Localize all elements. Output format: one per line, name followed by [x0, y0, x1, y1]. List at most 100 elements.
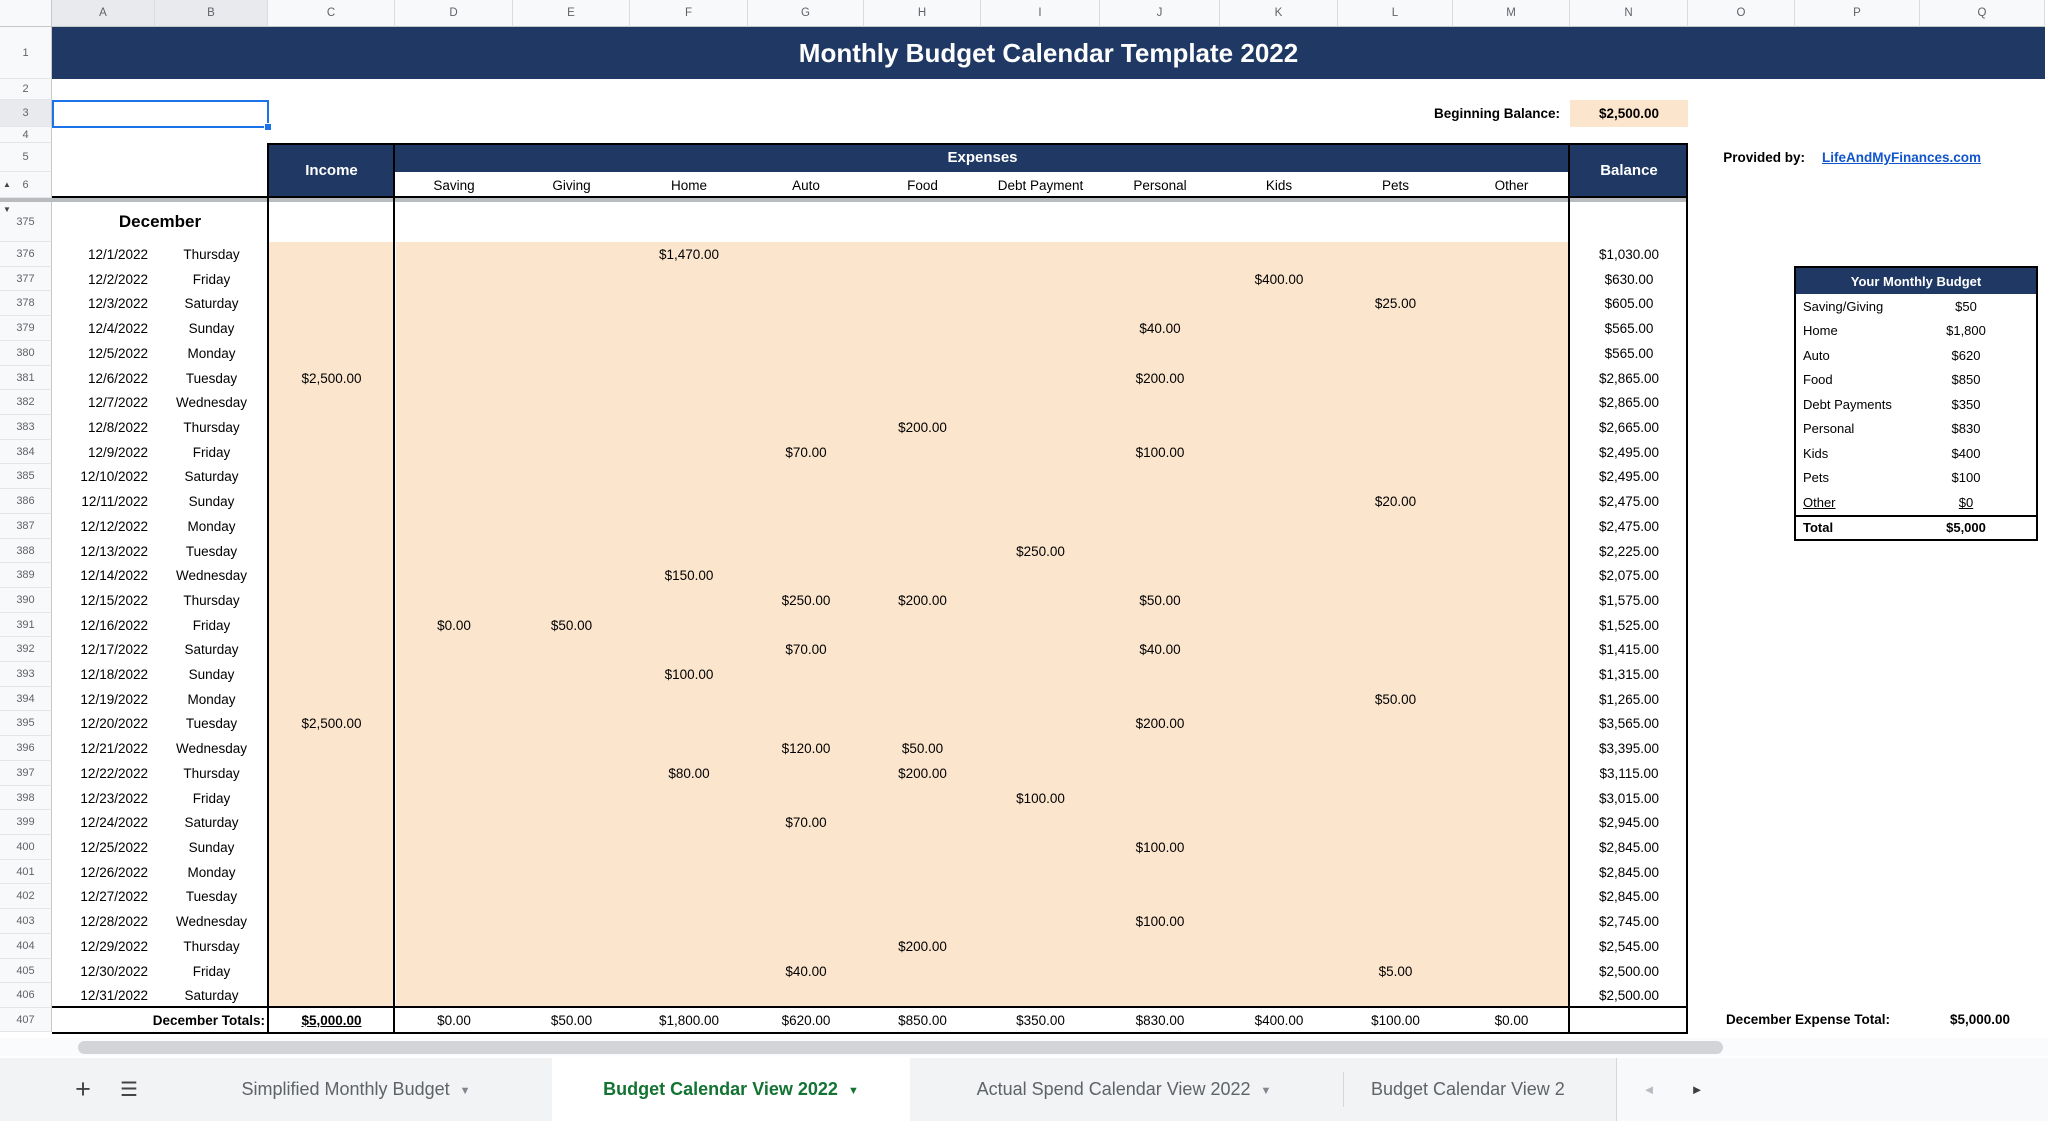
cell[interactable] — [1100, 390, 1220, 415]
cell[interactable] — [748, 909, 864, 934]
category-header-food[interactable]: Food — [864, 172, 981, 198]
cell[interactable] — [981, 563, 1100, 588]
cell[interactable] — [1338, 514, 1453, 539]
cell[interactable] — [1453, 983, 1570, 1008]
row-header-398[interactable]: 398 — [0, 786, 52, 810]
cell[interactable]: 12/25/2022 — [80, 840, 148, 855]
cell[interactable] — [1220, 736, 1338, 761]
cell[interactable]: Thursday — [183, 247, 240, 262]
row-header-5[interactable]: 5 — [0, 143, 52, 172]
cell[interactable] — [1338, 267, 1453, 291]
budget-row-other[interactable]: Other $0 — [1796, 490, 2036, 515]
cell[interactable]: 12/26/2022 — [80, 864, 148, 880]
cell[interactable]: $70.00 — [785, 444, 827, 460]
cell[interactable]: 12/16/2022 — [80, 617, 148, 633]
cell[interactable] — [1220, 242, 1338, 267]
cell[interactable] — [630, 934, 748, 959]
collapse-group-up-icon[interactable]: ▲ — [3, 180, 11, 189]
cell[interactable] — [395, 637, 513, 662]
cell[interactable] — [1453, 934, 1570, 959]
cell[interactable] — [1338, 588, 1453, 613]
cell[interactable] — [1100, 341, 1220, 366]
cell[interactable] — [1220, 934, 1338, 959]
cell[interactable] — [864, 316, 981, 341]
column-header-F[interactable]: F — [630, 0, 748, 27]
cell[interactable] — [1338, 316, 1453, 341]
provided-by-link[interactable]: LifeAndMyFinances.com — [1822, 150, 1982, 165]
row-header-375[interactable]: 375 — [0, 202, 52, 242]
row-header-381[interactable]: 381 — [0, 366, 52, 390]
cell[interactable] — [513, 959, 630, 983]
cell[interactable] — [981, 613, 1100, 637]
cell[interactable] — [395, 316, 513, 341]
cell[interactable] — [395, 341, 513, 366]
cell[interactable] — [630, 835, 748, 860]
cell[interactable] — [981, 810, 1100, 835]
cell[interactable] — [513, 835, 630, 860]
cell[interactable] — [395, 563, 513, 588]
cell[interactable] — [864, 687, 981, 711]
column-header-I[interactable]: I — [981, 0, 1100, 27]
cell[interactable] — [513, 687, 630, 711]
cell[interactable]: 12/27/2022 — [80, 889, 148, 904]
cell[interactable] — [395, 366, 513, 390]
cell[interactable]: 12/31/2022 — [80, 988, 148, 1003]
cell[interactable] — [630, 489, 748, 514]
column-header-Q[interactable]: Q — [1920, 0, 2045, 27]
cell[interactable]: Tuesday — [185, 370, 238, 386]
cell[interactable] — [864, 539, 981, 563]
cell[interactable]: 12/6/2022 — [87, 370, 148, 386]
cell[interactable]: $200.00 — [898, 420, 947, 435]
cell[interactable]: $2,500.00 — [1598, 963, 1660, 979]
cell[interactable] — [1453, 242, 1570, 267]
cell[interactable] — [1453, 909, 1570, 934]
cell[interactable]: $100.00 — [1016, 790, 1065, 806]
cell[interactable]: Friday — [192, 963, 231, 979]
cell[interactable] — [1453, 884, 1570, 909]
cell[interactable] — [1453, 835, 1570, 860]
cell[interactable] — [1338, 835, 1453, 860]
cell[interactable] — [1338, 637, 1453, 662]
cell[interactable]: Friday — [192, 444, 231, 460]
cell[interactable]: $1,525.00 — [1598, 617, 1660, 633]
cell[interactable]: $50.00 — [901, 741, 944, 756]
cell[interactable]: Tuesday — [185, 889, 238, 904]
cell[interactable] — [981, 736, 1100, 761]
cell[interactable] — [1220, 539, 1338, 563]
cell[interactable]: Sunday — [188, 840, 235, 855]
cell[interactable] — [1220, 884, 1338, 909]
category-header-giving[interactable]: Giving — [513, 172, 630, 198]
cell[interactable]: $2,475.00 — [1598, 494, 1660, 509]
cell[interactable] — [630, 390, 748, 415]
cell[interactable] — [1338, 242, 1453, 267]
monthly-budget-title[interactable]: Your Monthly Budget — [1796, 268, 2036, 294]
cell[interactable]: 12/15/2022 — [80, 593, 148, 608]
cell[interactable]: $3,565.00 — [1598, 716, 1660, 731]
cell[interactable] — [1338, 810, 1453, 835]
cell[interactable] — [395, 390, 513, 415]
cell[interactable] — [748, 563, 864, 588]
cell[interactable] — [513, 909, 630, 934]
row-header-4[interactable]: 4 — [0, 127, 52, 143]
cell[interactable]: $1,575.00 — [1598, 593, 1660, 608]
row-header-391[interactable]: 391 — [0, 613, 52, 637]
cell[interactable] — [1453, 489, 1570, 514]
cell[interactable] — [630, 959, 748, 983]
budget-row-personal[interactable]: Personal $830 — [1796, 417, 2036, 442]
cell[interactable] — [513, 267, 630, 291]
cell[interactable] — [1220, 786, 1338, 810]
row-header-378[interactable]: 378 — [0, 291, 52, 316]
cell[interactable]: 12/11/2022 — [81, 494, 148, 509]
cell[interactable] — [268, 687, 395, 711]
cell[interactable] — [1220, 366, 1338, 390]
cell[interactable]: $70.00 — [785, 815, 827, 830]
cell[interactable] — [981, 711, 1100, 736]
cell[interactable] — [1338, 983, 1453, 1008]
cell[interactable] — [513, 464, 630, 489]
collapse-group-down-icon[interactable]: ▼ — [3, 205, 11, 214]
cell[interactable]: $200.00 — [898, 593, 947, 608]
cell[interactable] — [981, 242, 1100, 267]
row-header-384[interactable]: 384 — [0, 440, 52, 464]
cell[interactable]: $70.00 — [785, 642, 827, 657]
cell[interactable] — [1453, 687, 1570, 711]
